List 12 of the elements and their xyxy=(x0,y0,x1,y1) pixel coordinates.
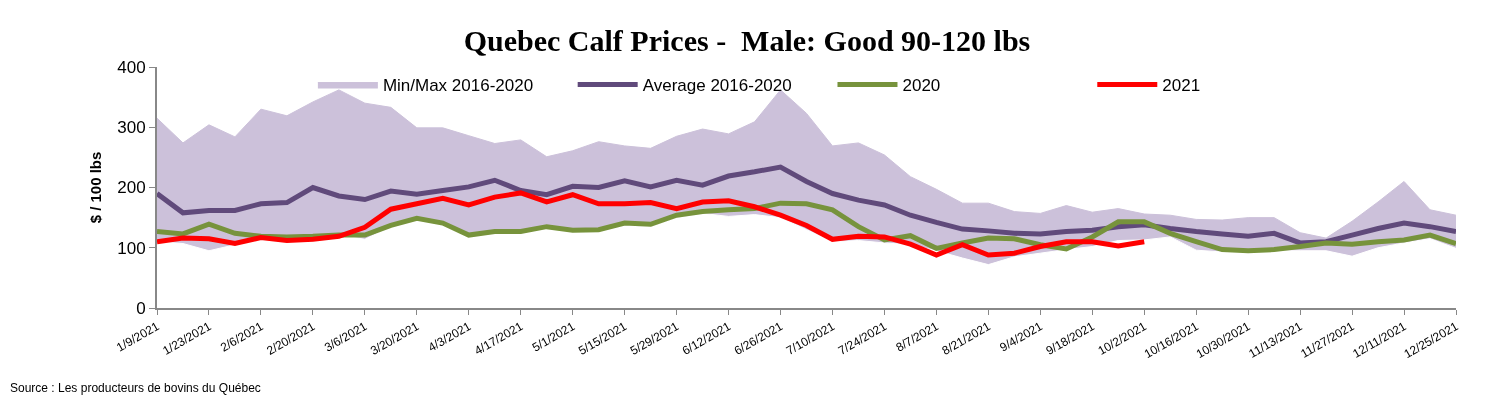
y-tick-label: 400 xyxy=(117,57,146,77)
legend-label: 2021 xyxy=(1162,76,1201,96)
y-tick-label: 0 xyxy=(136,298,146,318)
source-note: Source : Les producteurs de bovins du Québec xyxy=(10,381,261,395)
legend-label: 2020 xyxy=(902,76,941,96)
chart-title: Quebec Calf Prices - Male: Good 90-120 lbs xyxy=(463,24,1031,57)
legend-label: Min/Max 2016-2020 xyxy=(382,76,534,96)
legend-label: Average 2016-2020 xyxy=(642,76,792,96)
y-axis-title: $ / 100 lbs xyxy=(86,151,104,224)
y-tick-label: 200 xyxy=(117,178,146,198)
y-tick-label: 300 xyxy=(117,118,146,138)
y-tick-label: 100 xyxy=(117,238,146,258)
